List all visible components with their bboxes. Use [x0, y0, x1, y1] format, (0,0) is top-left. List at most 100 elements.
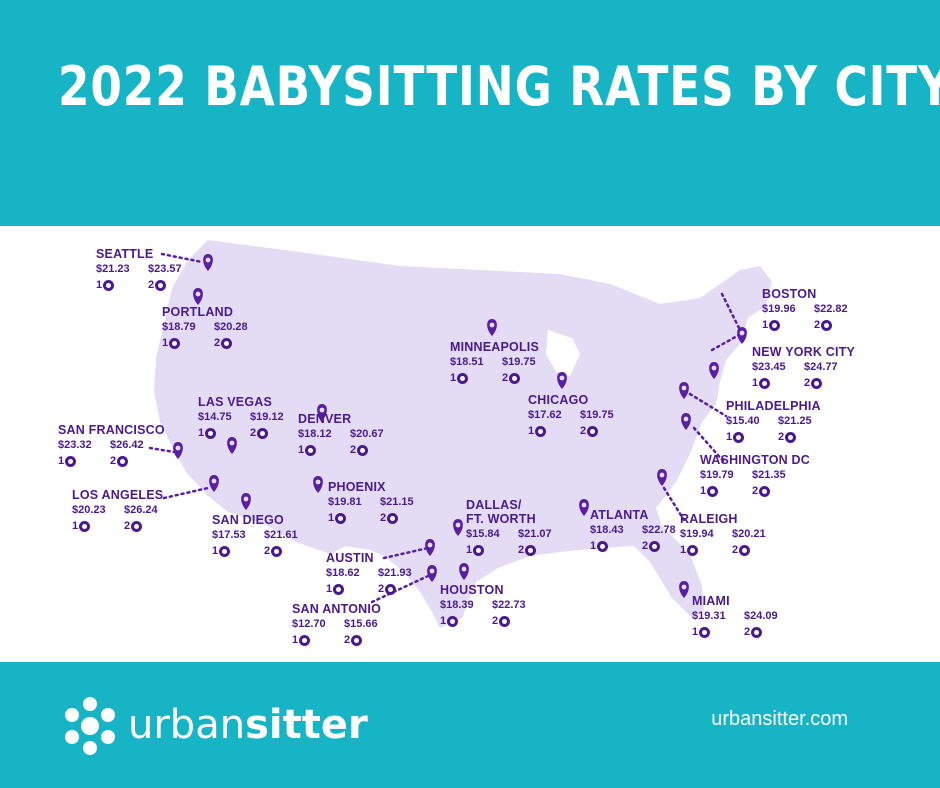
city-name: LOS ANGELES	[72, 488, 164, 502]
child-icon	[387, 512, 399, 524]
two-children-count: 2	[350, 444, 369, 456]
city-rates: $18.43 $22.78 1 2	[590, 522, 676, 554]
location-pin-icon[interactable]	[737, 327, 747, 344]
count-number: 1	[450, 372, 457, 384]
rate-two-children: $21.15	[380, 496, 414, 508]
count-number: 1	[726, 431, 733, 443]
count-number: 1	[292, 634, 299, 646]
rate-two-children: $22.78	[642, 524, 676, 536]
location-pin-icon[interactable]	[313, 476, 323, 493]
location-pin-icon[interactable]	[425, 539, 435, 556]
rate-one-child: $20.23	[72, 504, 106, 516]
leader-lines	[148, 252, 750, 604]
child-icon	[499, 615, 511, 627]
rate-two-children: $21.61	[264, 529, 298, 541]
count-number: 1	[96, 279, 103, 291]
rate-two-children: $26.24	[124, 504, 158, 516]
city-name: DALLAS/	[466, 498, 522, 512]
city-label-austin: AUSTIN $18.62 $21.93 1 2	[326, 551, 412, 597]
rate-one-child: $17.62	[528, 409, 562, 421]
location-pin-icon[interactable]	[681, 413, 691, 430]
location-pin-icon[interactable]	[427, 565, 437, 582]
rate-two-children: $23.57	[148, 263, 182, 275]
count-number: 1	[328, 512, 335, 524]
location-pin-icon[interactable]	[193, 288, 203, 305]
city-name: PHOENIX	[328, 480, 386, 494]
count-number: 1	[680, 544, 687, 556]
two-children-count: 2	[502, 372, 521, 384]
rate-two-children: $19.12	[250, 411, 284, 423]
count-number: 1	[466, 544, 473, 556]
child-icon	[155, 279, 167, 291]
location-pin-icon[interactable]	[241, 493, 251, 510]
location-pin-icon[interactable]	[709, 362, 719, 379]
one-child-count: 1	[212, 545, 231, 557]
rate-one-child: $18.79	[162, 321, 196, 333]
child-icon	[759, 377, 771, 389]
city-label-atlanta: ATLANTA $18.43 $22.78 1 2	[590, 508, 676, 554]
child-icon	[821, 319, 833, 331]
two-children-count: 2	[380, 512, 399, 524]
location-pin-icon[interactable]	[317, 404, 327, 421]
city-name: LAS VEGAS	[198, 395, 273, 409]
location-pin-icon[interactable]	[579, 499, 589, 516]
location-pin-icon[interactable]	[227, 437, 237, 454]
child-icon	[385, 583, 397, 595]
child-icon	[739, 544, 751, 556]
two-children-count: 2	[804, 377, 823, 389]
two-children-count: 2	[148, 279, 167, 291]
child-icon	[357, 444, 369, 456]
one-child-count: 1	[692, 626, 711, 638]
two-children-count: 2	[344, 634, 363, 646]
child-icon	[117, 455, 129, 467]
city-name: DENVER	[298, 412, 352, 426]
city-label-raleigh: RALEIGH $19.94 $20.21 1 2	[680, 512, 766, 558]
location-pin-icon[interactable]	[657, 469, 667, 486]
city-rates: $19.94 $20.21 1 2	[680, 526, 766, 558]
page-title: 2022 BABYSITTING RATES BY CITY	[58, 55, 940, 118]
rate-two-children: $26.42	[110, 439, 144, 451]
child-icon	[457, 372, 469, 384]
location-pin-icon[interactable]	[679, 382, 689, 399]
location-pin-icon[interactable]	[557, 372, 567, 389]
child-icon	[79, 520, 91, 532]
header-banner: 2022 BABYSITTING RATES BY CITY	[0, 0, 940, 226]
child-icon	[535, 425, 547, 437]
city-rates: $18.62 $21.93 1 2	[326, 565, 412, 597]
count-number: 1	[440, 615, 447, 627]
count-number: 2	[732, 544, 739, 556]
two-children-count: 2	[814, 319, 833, 331]
city-label-phoenix: PHOENIX $19.81 $21.15 1 2	[328, 480, 414, 526]
city-name: AUSTIN	[326, 551, 374, 565]
count-number: 2	[378, 583, 385, 595]
one-child-count: 1	[440, 615, 459, 627]
location-pin-icon[interactable]	[209, 475, 219, 492]
child-icon	[811, 377, 823, 389]
website-link[interactable]: urbansitter.com	[711, 708, 848, 730]
one-child-count: 1	[326, 583, 345, 595]
location-pin-icon[interactable]	[679, 581, 689, 598]
city-name: RALEIGH	[680, 512, 738, 526]
rate-two-children: $20.21	[732, 528, 766, 540]
city-rates: $21.23 $23.57 1 2	[96, 261, 182, 293]
location-pin-icon[interactable]	[173, 442, 183, 459]
child-icon	[335, 512, 347, 524]
child-icon	[333, 583, 345, 595]
child-icon	[169, 337, 181, 349]
rate-one-child: $15.40	[726, 415, 760, 427]
location-pin-icon[interactable]	[459, 563, 469, 580]
location-pin-icon[interactable]	[487, 319, 497, 336]
city-name: PHILADELPHIA	[726, 399, 821, 413]
count-number: 1	[58, 455, 65, 467]
count-number: 2	[492, 615, 499, 627]
city-name: BOSTON	[762, 287, 817, 301]
two-children-count: 2	[124, 520, 143, 532]
city-name: PORTLAND	[162, 305, 234, 319]
two-children-count: 2	[778, 431, 797, 443]
city-label-san-francisco: SAN FRANCISCO $23.32 $26.42 1 2	[58, 423, 165, 469]
rate-two-children: $19.75	[580, 409, 614, 421]
location-pin-icon[interactable]	[453, 519, 463, 536]
location-pin-icon[interactable]	[203, 254, 213, 271]
child-icon	[205, 427, 217, 439]
city-rates: $17.53 $21.61 1 2	[212, 527, 298, 559]
